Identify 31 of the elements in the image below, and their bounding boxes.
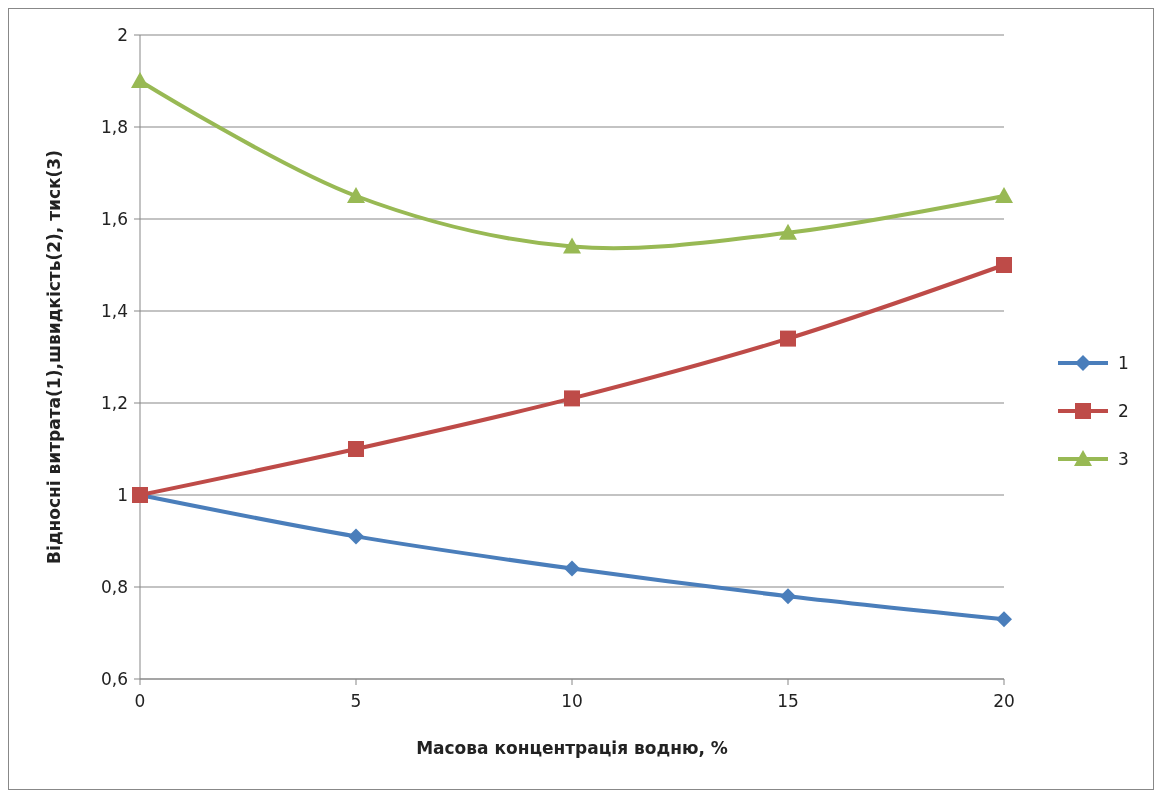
point: [347, 187, 365, 203]
point: [996, 611, 1012, 628]
point: [564, 390, 580, 407]
legend-label: 1: [1118, 352, 1129, 373]
point: [348, 528, 364, 545]
y-tick-label: 2: [117, 24, 128, 45]
point: [780, 330, 796, 347]
y-tick-label: 1: [117, 484, 128, 505]
x-axis-title: Масова концентрація водню, %: [416, 738, 728, 758]
y-axis-title: Відносні витрата(1),швидкість(2), тиск(3): [44, 150, 64, 564]
x-tick-label: 0: [134, 691, 146, 711]
x-tick-label: 5: [350, 691, 362, 711]
legend-label: 2: [1118, 400, 1129, 421]
point: [563, 237, 581, 254]
point: [779, 223, 797, 240]
point: [131, 72, 149, 88]
x-tick-label: 10: [561, 691, 583, 711]
y-tick-label: 0,8: [100, 576, 128, 597]
y-tick-label: 1,6: [100, 208, 128, 229]
x-tick-label: 15: [777, 691, 799, 711]
y-tick-label: 0,6: [100, 668, 128, 689]
point: [995, 187, 1013, 203]
point: [348, 441, 364, 457]
y-tick-label: 1,4: [100, 300, 128, 321]
y-tick-label: 1,2: [100, 392, 128, 413]
x-tick-label: 20: [993, 691, 1015, 711]
point: [996, 257, 1012, 273]
point: [780, 588, 796, 605]
point: [564, 560, 580, 577]
y-tick-label: 1,8: [100, 116, 128, 137]
legend-label: 3: [1118, 448, 1129, 469]
